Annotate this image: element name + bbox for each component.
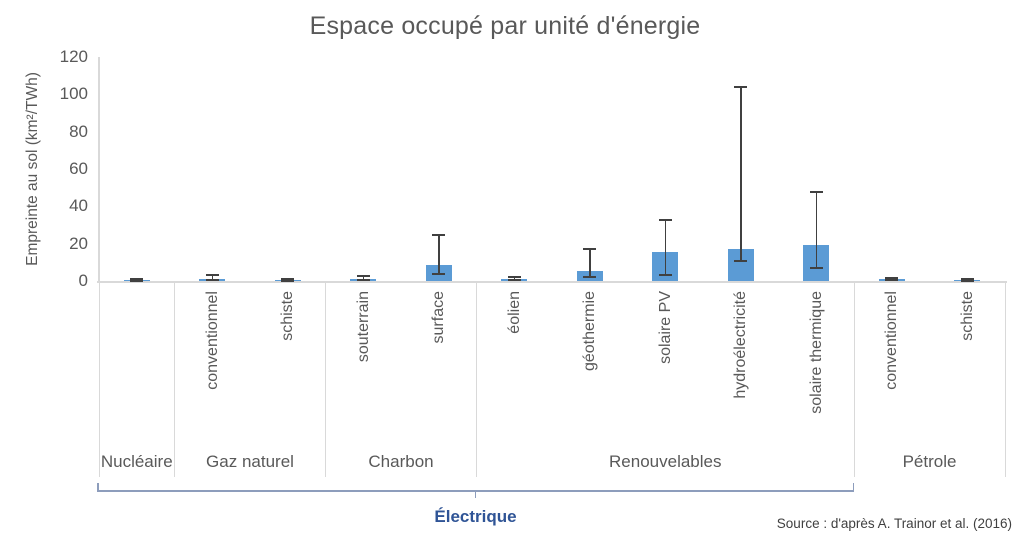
category-label: conventionnel (883, 291, 901, 390)
bracket-label: Électrique (434, 507, 517, 526)
error-bar-line (891, 277, 893, 280)
group-separator (853, 281, 855, 477)
group-separator (98, 281, 100, 477)
error-bar-cap-bottom (356, 279, 370, 282)
y-axis-line (98, 57, 100, 281)
group-label: Gaz naturel (206, 452, 294, 471)
category-label: schiste (279, 291, 297, 341)
category-label: éolien (505, 291, 523, 334)
category-label: solaire PV (656, 291, 674, 364)
error-bar-cap-bottom (583, 276, 597, 279)
y-tick-label: 120 (59, 47, 88, 66)
chart-title: Espace occupé par unité d'énergie (309, 12, 701, 40)
error-bar-cap-top (583, 248, 597, 251)
group-label: Pétrole (902, 452, 957, 471)
error-bar-cap-top (281, 278, 295, 281)
error-bar-cap-top (885, 276, 899, 279)
source-note: Source : d'après A. Trainor et al. (2016… (776, 516, 1012, 531)
error-bar-cap-top (432, 234, 446, 237)
bracket-center-tick (474, 490, 477, 498)
error-bar-cap-top (734, 85, 748, 88)
error-bar-line (664, 220, 666, 276)
error-bar-cap-bottom (960, 279, 974, 282)
error-bar-cap-top (205, 274, 219, 277)
category-label: souterrain (354, 291, 372, 363)
error-bar-cap-bottom (885, 278, 899, 281)
category-label: conventionnel (203, 291, 221, 390)
group-separator (325, 281, 326, 477)
error-bar-line (362, 276, 364, 281)
error-bar-cap-top (130, 278, 144, 281)
category-label: solaire thermique (807, 291, 825, 414)
category-label: géothermie (581, 291, 599, 372)
error-bar-cap-bottom (734, 260, 748, 263)
error-bar-cap-top (960, 278, 974, 281)
group-separator (1004, 281, 1006, 477)
error-bar-cap-top (356, 275, 370, 278)
error-bar-cap-bottom (432, 273, 446, 276)
error-bar-cap-top (507, 276, 521, 279)
category-label: schiste (958, 291, 976, 341)
group-label: Renouvelables (609, 452, 722, 471)
y-tick-label: 40 (69, 196, 88, 216)
y-tick-label: 0 (78, 271, 88, 290)
error-bar-cap-top (658, 219, 672, 222)
error-bar-line (211, 275, 213, 281)
error-bar-line (589, 249, 591, 278)
error-bar-cap-bottom (809, 266, 823, 269)
category-label: hydroélectricité (732, 291, 750, 399)
y-tick-label: 80 (69, 121, 88, 141)
group-separator (476, 281, 477, 477)
group-label: Nucléaire (100, 452, 173, 471)
group-separator (174, 281, 175, 477)
y-tick-label: 60 (69, 159, 88, 178)
x-axis-line (97, 281, 1007, 283)
error-bar-cap-bottom (130, 279, 144, 282)
group-label: Charbon (368, 452, 434, 471)
error-bar-cap-top (809, 191, 823, 194)
bracket-right-tick (852, 483, 854, 491)
y-tick-label: 100 (59, 84, 88, 104)
error-bar-line (513, 277, 515, 281)
error-bar-line (815, 192, 817, 268)
error-bar-line (438, 235, 440, 275)
error-bar-cap-bottom (205, 279, 219, 282)
bracket-left-tick (97, 483, 99, 491)
error-bar-cap-bottom (658, 274, 672, 277)
y-tick-label: 20 (69, 233, 88, 253)
error-bar-cap-bottom (281, 279, 295, 282)
error-bar-line (740, 86, 742, 262)
error-bar-cap-bottom (507, 279, 521, 282)
category-label: surface (430, 291, 448, 344)
